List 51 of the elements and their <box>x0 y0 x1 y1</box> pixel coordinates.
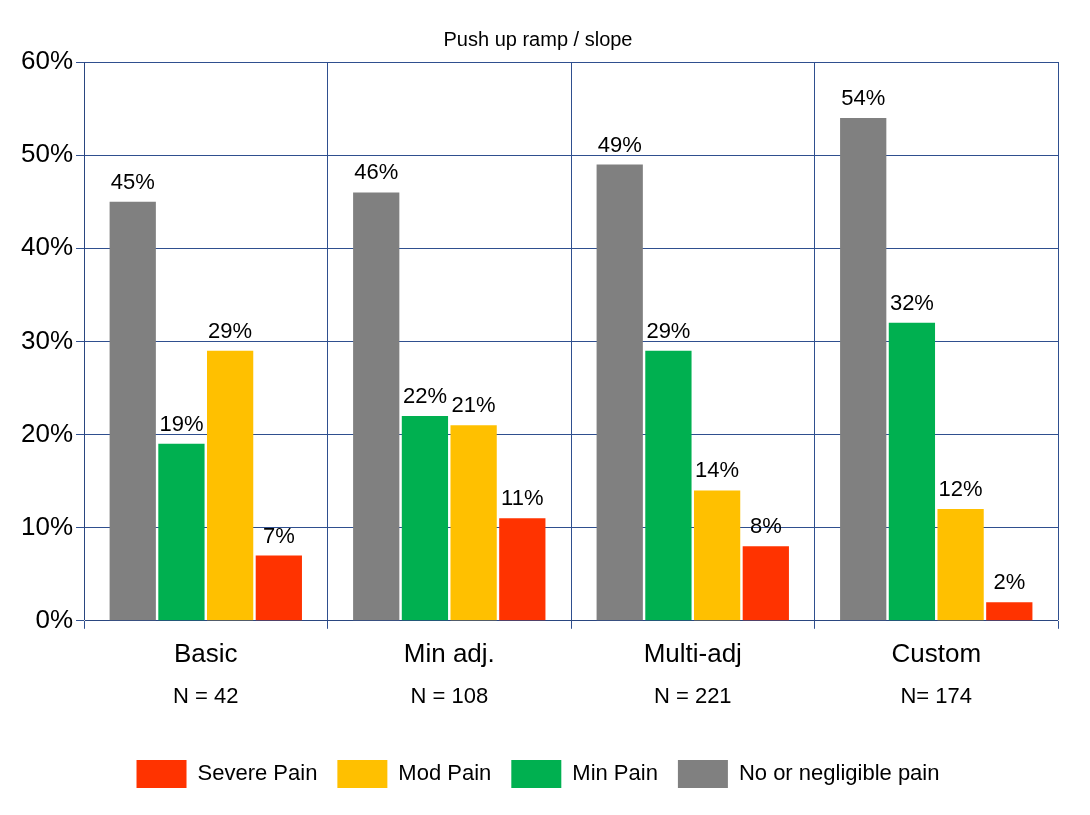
data-label: 29% <box>208 317 253 343</box>
data-label: 29% <box>646 317 691 343</box>
text: N = 108 <box>410 682 489 708</box>
x-tick-label: Min adj. <box>403 637 495 668</box>
bar <box>986 602 1033 621</box>
y-tick-label: 0% <box>35 603 74 634</box>
y-tick-label: 50% <box>20 138 74 169</box>
y-tick-label: 60% <box>20 45 74 76</box>
data-label: 7% <box>262 522 295 548</box>
y-tick-label: 40% <box>20 231 74 262</box>
bar <box>158 443 205 621</box>
data-label: 19% <box>159 410 204 436</box>
data-label: 32% <box>889 289 934 315</box>
legend-label: Min Pain <box>572 760 658 786</box>
data-label: 11% <box>501 485 544 511</box>
bar <box>207 350 254 621</box>
y-tick-label: 30% <box>20 324 74 355</box>
data-label: 54% <box>841 84 886 110</box>
bar <box>645 350 692 621</box>
x-tick-label: Multi-adj <box>643 637 742 668</box>
data-label: 46% <box>354 159 399 185</box>
text: N = 221 <box>653 682 732 708</box>
data-label: 45% <box>110 168 155 194</box>
legend-label: No or negligible pain <box>738 760 940 786</box>
bar <box>888 322 936 621</box>
x-tick-label: Basic <box>173 637 238 668</box>
text: N= 174 <box>900 682 973 708</box>
text: N = 42 <box>173 682 239 708</box>
data-label: 12% <box>938 476 983 502</box>
bar <box>693 490 741 621</box>
bar <box>401 415 449 621</box>
bar <box>353 192 400 621</box>
data-label: 21% <box>451 392 496 418</box>
data-label: 22% <box>402 382 447 408</box>
data-label: 49% <box>597 131 642 157</box>
bar <box>937 509 984 621</box>
x-tick-label: Custom <box>891 637 982 668</box>
data-label: 2% <box>993 569 1026 595</box>
bar <box>255 555 302 621</box>
y-tick-label: 10% <box>20 510 74 541</box>
bar <box>840 117 887 621</box>
data-label: 14% <box>695 457 740 483</box>
bar <box>450 425 497 621</box>
legend-label: Severe Pain <box>197 760 318 786</box>
chart-title: Push up ramp / slope <box>443 27 633 50</box>
y-tick-label: 20% <box>20 417 74 448</box>
bar <box>499 518 546 621</box>
bar <box>596 164 643 621</box>
legend-label: Mod Pain <box>398 760 492 786</box>
bar <box>742 546 789 621</box>
bar <box>109 201 156 621</box>
